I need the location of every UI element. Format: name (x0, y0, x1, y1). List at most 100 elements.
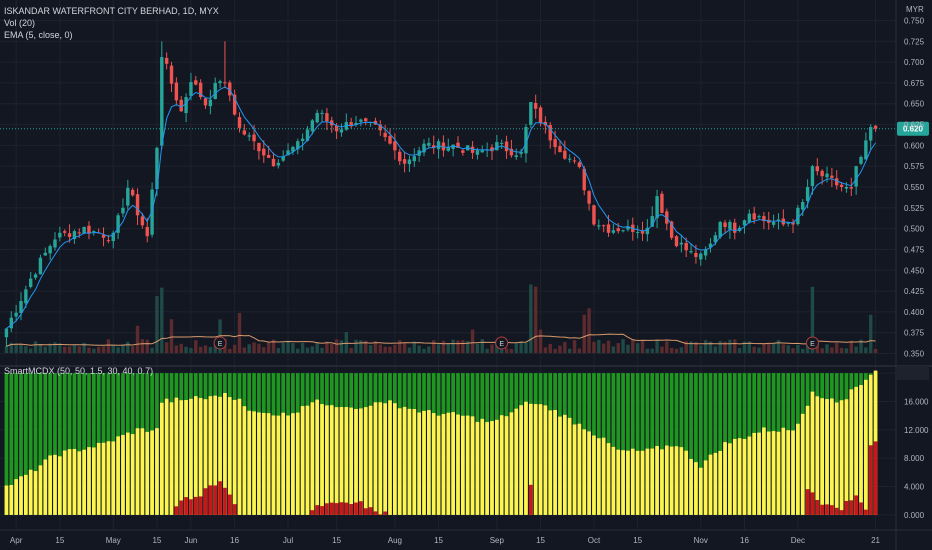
candle-body (63, 231, 66, 233)
yellow-bar (743, 439, 747, 515)
yellow-bar (480, 419, 484, 515)
candle-body (301, 139, 304, 141)
volume-bar (607, 341, 610, 353)
volume-bar (864, 347, 867, 353)
yellow-bar (602, 438, 606, 515)
indicator-tick-label: 4.000 (904, 483, 925, 492)
candle-body (704, 249, 707, 255)
yellow-bar (276, 416, 280, 515)
volume-bar (44, 347, 47, 353)
yellow-bar (281, 413, 285, 515)
yellow-bar (694, 462, 698, 515)
yellow-bar (417, 413, 421, 515)
yellow-bar (495, 420, 499, 515)
volume-bar (704, 340, 707, 353)
red-bar (325, 503, 329, 515)
yellow-bar (262, 413, 266, 515)
time-tick-label: 15 (633, 536, 642, 545)
volume-bar (534, 287, 537, 353)
candle-body (24, 289, 27, 303)
volume-bar (354, 340, 357, 353)
yellow-bar (476, 422, 480, 515)
yellow-bar (849, 389, 853, 515)
volume-legend[interactable]: Vol (20) (4, 17, 35, 29)
candle-body (383, 133, 386, 137)
volume-bar (73, 345, 76, 353)
yellow-bar (19, 476, 23, 515)
yellow-bar (63, 450, 67, 514)
yellow-bar (791, 430, 795, 514)
yellow-bar (170, 402, 174, 515)
volume-bar (660, 347, 663, 353)
yellow-bar (558, 417, 562, 515)
candle-body (58, 233, 61, 238)
candle-body (277, 163, 280, 166)
yellow-bar (48, 455, 52, 514)
candle-body (534, 103, 537, 109)
volume-bar (359, 340, 362, 353)
volume-bar (553, 349, 556, 353)
yellow-bar (709, 455, 713, 515)
yellow-bar (97, 443, 101, 515)
price-tick-label: 0.450 (904, 266, 925, 275)
candle-body (689, 251, 692, 252)
volume-bar (146, 340, 149, 353)
volume-bar (850, 341, 853, 353)
candle-body (5, 329, 8, 338)
volume-bar (5, 346, 8, 353)
candle-body (209, 100, 212, 107)
currency-label: MYR (906, 5, 924, 14)
yellow-bar (636, 451, 640, 515)
price-tick-label: 0.425 (904, 287, 925, 296)
volume-bar (24, 346, 27, 353)
time-tick-label: 21 (871, 536, 880, 545)
volume-bar (505, 348, 508, 353)
yellow-bar (77, 451, 81, 515)
volume-bar (136, 326, 139, 353)
yellow-bar (646, 449, 650, 515)
volume-bar (204, 345, 207, 353)
price-tick-label: 0.375 (904, 329, 925, 338)
volume-bar (291, 343, 294, 353)
candle-body (388, 136, 391, 144)
candle-body (29, 279, 32, 287)
yellow-bar (728, 443, 732, 515)
yellow-bar (500, 415, 504, 515)
yellow-bar (845, 399, 849, 515)
ema-legend[interactable]: EMA (5, close, 0) (4, 29, 73, 41)
price-tick-label: 0.350 (904, 350, 925, 359)
volume-bar (112, 345, 115, 353)
candle-body (772, 222, 775, 225)
volume-bar (641, 341, 644, 353)
candle-body (621, 230, 624, 231)
yellow-bar (73, 449, 77, 515)
yellow-bar (233, 400, 237, 515)
candle-body (34, 274, 37, 277)
volume-bar (485, 349, 488, 353)
candle-body (675, 236, 678, 246)
price-tick-label: 0.650 (904, 100, 925, 109)
volume-bar (315, 342, 318, 353)
yellow-bar (641, 451, 645, 515)
time-tick-label: 15 (332, 536, 341, 545)
candle-body (315, 113, 318, 122)
red-bar (335, 503, 339, 515)
red-bar (374, 511, 378, 515)
yellow-bar (296, 413, 300, 515)
candle-body (184, 97, 187, 113)
red-bar (330, 503, 334, 515)
candle-body (393, 141, 396, 150)
yellow-bar (840, 400, 844, 515)
candle-body (699, 254, 702, 260)
volume-bar (655, 340, 658, 353)
candle-body (325, 113, 328, 121)
red-bar (869, 445, 873, 515)
yellow-bar (747, 437, 751, 515)
indicator-legend[interactable]: SmartMCDX (50, 50, 1.5, 30, 40, 0.7) (4, 365, 153, 377)
yellow-bar (272, 415, 276, 514)
yellow-bar (92, 447, 96, 514)
yellow-bar (796, 424, 800, 515)
yellow-bar (422, 411, 426, 515)
price-tick-label: 0.675 (904, 79, 925, 88)
